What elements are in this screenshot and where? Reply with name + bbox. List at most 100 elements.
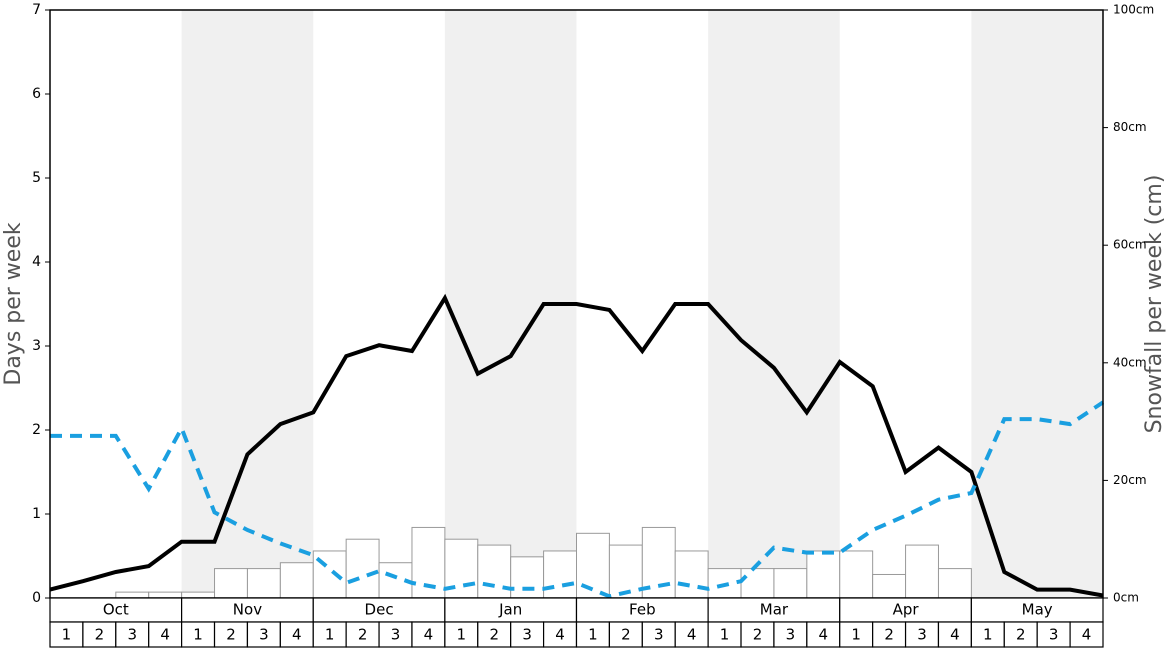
x-tick-label: 2 — [753, 626, 763, 644]
month-cell — [312, 597, 446, 623]
month-label: Oct — [103, 601, 129, 619]
week-cell — [246, 621, 281, 648]
bar — [674, 550, 709, 599]
x-tick-label: 3 — [786, 626, 796, 644]
x-tick-label: 2 — [489, 626, 499, 644]
x-tick-label: 1 — [851, 626, 861, 644]
y2-tick-label: 80cm — [1113, 120, 1147, 134]
x-tick-label: 1 — [325, 626, 335, 644]
x-tick-label: 3 — [259, 626, 269, 644]
x-tick-label: 3 — [1049, 626, 1059, 644]
month-band — [708, 10, 840, 598]
x-tick-label: 4 — [819, 626, 829, 644]
x-tick-label: 2 — [226, 626, 236, 644]
x-tick-label: 2 — [358, 626, 368, 644]
x-tick-label: 3 — [654, 626, 664, 644]
week-cell — [575, 621, 611, 648]
y-tick-label: 0 — [32, 590, 41, 606]
month-band — [181, 10, 314, 598]
y2-tick-label: 60cm — [1113, 238, 1147, 252]
y-tick-label: 7 — [32, 2, 41, 18]
y-tick-label: 6 — [32, 86, 41, 102]
week-cell — [1069, 621, 1104, 648]
week-cell — [904, 621, 940, 648]
bar — [246, 568, 281, 599]
month-label: Feb — [629, 601, 656, 619]
month-label: Dec — [365, 601, 394, 619]
y2-tick-label: 100cm — [1113, 3, 1154, 17]
x-tick-label: 3 — [917, 626, 927, 644]
bar — [773, 568, 808, 599]
bar — [839, 550, 874, 599]
bar — [608, 544, 643, 599]
week-cell — [148, 621, 183, 648]
week-cell — [49, 621, 84, 648]
x-tick-label: 1 — [193, 626, 203, 644]
y-tick-label: 2 — [32, 422, 41, 438]
bar — [806, 550, 841, 599]
month-label: Apr — [893, 601, 920, 619]
week-cell — [279, 621, 314, 648]
x-tick-label: 1 — [62, 626, 72, 644]
week-cell — [115, 621, 150, 648]
bar — [543, 550, 577, 599]
week-cell — [707, 621, 742, 648]
y-axis-label: Days per week — [1, 222, 26, 385]
x-tick-label: 4 — [687, 626, 697, 644]
bar — [510, 556, 545, 599]
week-cell — [641, 621, 676, 648]
x-tick-label: 4 — [292, 626, 302, 644]
x-tick-label: 1 — [983, 626, 993, 644]
month-cell — [49, 597, 183, 623]
x-tick-label: 4 — [424, 626, 434, 644]
x-tick-label: 4 — [1082, 626, 1092, 644]
x-tick-label: 1 — [720, 626, 730, 644]
x-tick-label: 3 — [127, 626, 137, 644]
y-tick-label: 1 — [32, 506, 41, 522]
y-tick-label: 5 — [32, 170, 41, 186]
line-series — [49, 293, 1104, 598]
bar — [214, 568, 248, 599]
month-band — [971, 10, 1103, 598]
y2-tick-label: 20cm — [1113, 473, 1147, 487]
month-label: Mar — [760, 601, 789, 619]
week-cell — [378, 621, 413, 648]
x-tick-label: 2 — [621, 626, 631, 644]
bar — [477, 544, 512, 599]
bar — [740, 568, 775, 599]
y-tick-label: 3 — [32, 338, 41, 354]
x-tick-label: 4 — [950, 626, 960, 644]
x-tick-label: 2 — [95, 626, 105, 644]
week-cell — [411, 621, 446, 648]
month-cell — [707, 597, 841, 623]
y2-tick-label: 0cm — [1113, 591, 1139, 605]
x-tick-label: 2 — [1016, 626, 1026, 644]
week-cell — [542, 621, 578, 648]
bar — [181, 591, 216, 599]
month-label: Jan — [498, 601, 522, 619]
week-cell — [839, 621, 874, 648]
y2-axis-label: Snowfall per week (cm) — [1142, 175, 1167, 434]
bar — [345, 538, 380, 599]
month-label: Nov — [233, 601, 262, 619]
month-label: May — [1022, 601, 1053, 619]
bar — [937, 568, 972, 599]
week-cell — [970, 621, 1005, 648]
bar — [905, 544, 939, 599]
y2-tick-label: 40cm — [1113, 355, 1147, 369]
x-tick-label: 4 — [160, 626, 170, 644]
week-cell — [181, 621, 216, 648]
week-cell — [477, 621, 512, 648]
x-tick-label: 3 — [522, 626, 532, 644]
bar — [872, 573, 907, 599]
week-cell — [674, 621, 709, 648]
x-tick-label: 1 — [457, 626, 467, 644]
week-cell — [444, 621, 479, 648]
x-tick-label: 3 — [391, 626, 401, 644]
bar — [115, 591, 150, 599]
x-tick-label: 4 — [555, 626, 565, 644]
week-cell — [872, 621, 907, 648]
y-tick-label: 4 — [32, 254, 41, 270]
month-cell — [444, 597, 578, 623]
